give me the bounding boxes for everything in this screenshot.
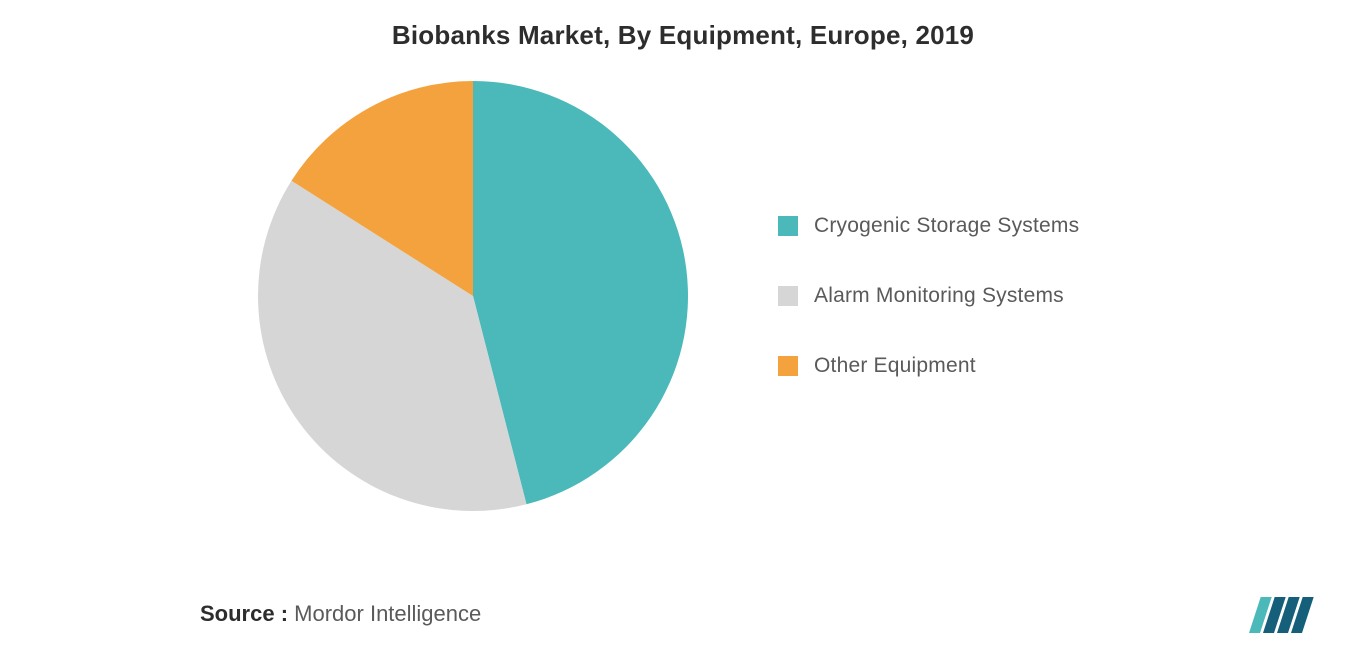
- source-value: Mordor Intelligence: [294, 601, 481, 626]
- legend-swatch: [778, 286, 798, 306]
- legend-swatch: [778, 216, 798, 236]
- mordor-logo: [1244, 593, 1322, 637]
- legend-item: Alarm Monitoring Systems: [778, 284, 1108, 308]
- chart-frame: Biobanks Market, By Equipment, Europe, 2…: [40, 20, 1326, 635]
- legend-swatch: [778, 356, 798, 376]
- source-footer: Source : Mordor Intelligence: [200, 601, 481, 627]
- chart-title: Biobanks Market, By Equipment, Europe, 2…: [40, 20, 1326, 51]
- legend-item: Cryogenic Storage Systems: [778, 214, 1108, 238]
- legend-label: Alarm Monitoring Systems: [814, 284, 1064, 308]
- chart-body: Cryogenic Storage Systems Alarm Monitorin…: [40, 81, 1326, 511]
- pie-chart: [258, 81, 688, 511]
- legend: Cryogenic Storage Systems Alarm Monitorin…: [778, 214, 1108, 378]
- pie-svg: [258, 81, 688, 511]
- legend-label: Other Equipment: [814, 354, 976, 378]
- legend-item: Other Equipment: [778, 354, 1108, 378]
- mordor-logo-svg: [1244, 593, 1322, 637]
- source-label: Source :: [200, 601, 288, 626]
- legend-label: Cryogenic Storage Systems: [814, 214, 1079, 238]
